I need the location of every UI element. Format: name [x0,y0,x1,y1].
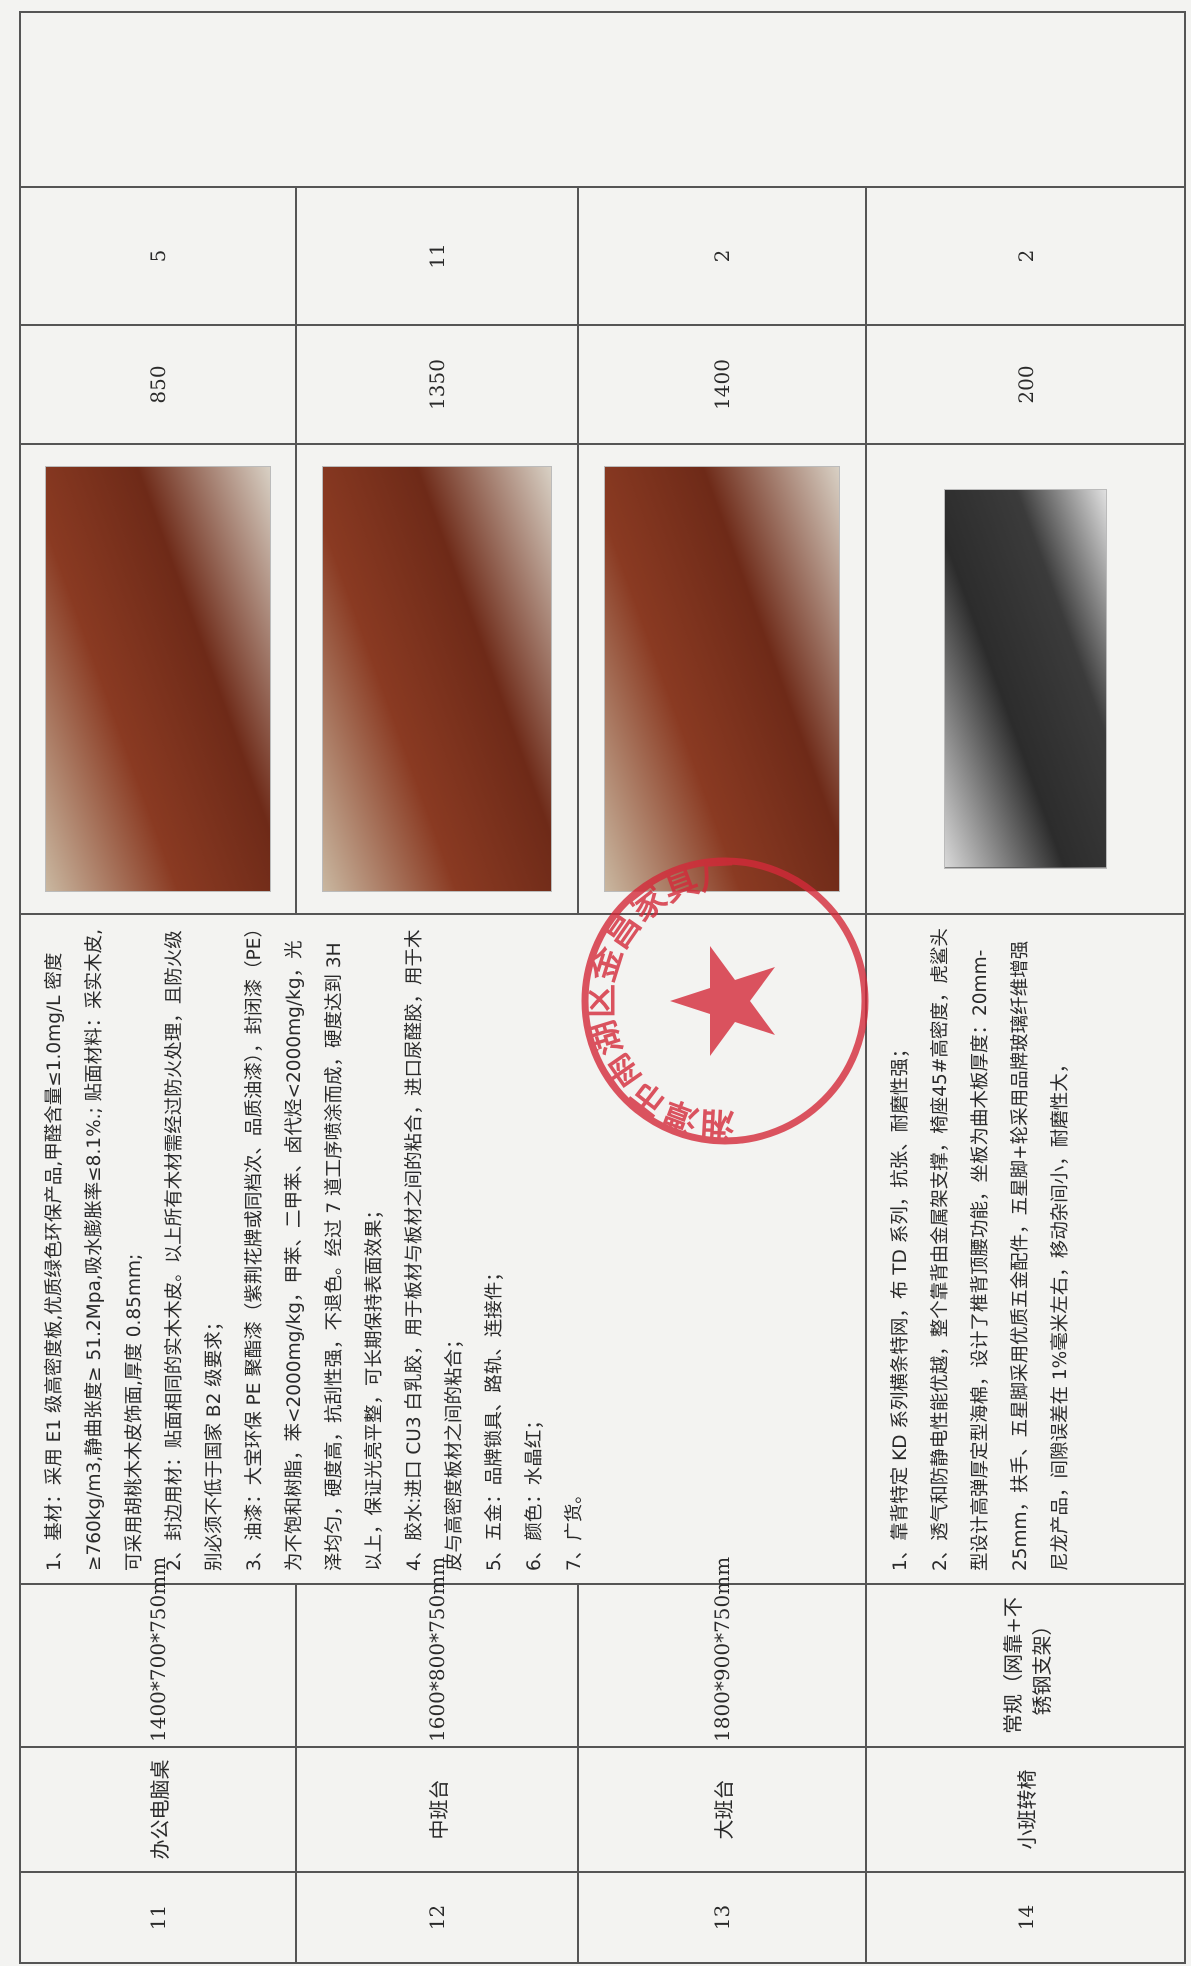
item-photo-cell [578,444,866,914]
item-quantity: 2 [866,187,1185,325]
item-photo [321,466,553,892]
item-price: 1350 [296,325,578,444]
item-number: 14 [866,1872,1185,1963]
seal: 湘潭市雨湖区金昌家具厂 [581,857,869,1145]
remarks [20,12,1185,187]
description-line: 4、胶水:进口 CU3 白乳胶，用于板材与板材之间的粘合，进口尿醛胶，用于木皮与… [404,929,465,1572]
item-description: 1、靠背特定 KD 系列横条特网，布 TD 系列，抗张、耐磨性强； 2、透气和防静… [866,914,1185,1584]
item-spec: 1600*800*750mm [296,1557,578,1747]
item-photo [604,466,840,892]
item-price: 1400 [578,325,866,444]
description-line: 3、油漆：大宝环保 PE 聚酯漆（紫荆花牌或同档次、品质油漆），封闭漆（PE）为… [244,928,385,1571]
item-name: 中班台 [296,1747,578,1872]
item-quantity: 11 [296,187,578,325]
item-spec: 1800*900*750mm [578,1557,866,1747]
item-number: 13 [578,1872,866,1963]
item-number: 11 [20,1872,296,1963]
item-quantity: 2 [578,187,866,325]
description-line: 2、封边用材：贴面相同的实木木皮。以上所有木材需经过防火处理，且防火级别必须不低… [164,930,225,1571]
item-price: 200 [866,325,1185,444]
item-photo-cell [866,444,1185,914]
item-spec: 常规（网靠+不锈钢支架） [866,1584,1185,1747]
item-number: 12 [296,1872,578,1963]
description-line: 2、透气和防静电性能优越，整个靠背由金属架支撑，椅座45#高密度，虎鲨头型设计高… [930,928,1071,1571]
table-row: 11 办公电脑桌 1400*700*750mm 1、基材：采用 E1 级高密度板,优质… [20,12,1185,1963]
item-photo-cell [20,444,296,914]
table-row: 14 小班转椅 常规（网靠+不锈钢支架） 1、靠背特定 KD 系列横条特网，布 TD … [866,12,1185,1963]
description-line: 6、颜色：水晶红； [524,1411,545,1571]
description-line: 5、五金：品牌锁具、路轨、连接件； [484,1263,505,1571]
description-line: 1、基材：采用 E1 级高密度板,优质绿色环保产品,甲醛含量≤1.0mg/L 密… [44,928,145,1571]
item-price: 850 [20,325,296,444]
item-spec: 1400*700*750mm [20,1557,296,1747]
item-photo [944,489,1107,869]
description-line: 1、靠背特定 KD 系列横条特网，布 TD 系列，抗张、耐磨性强； [890,1039,911,1571]
item-name: 大班台 [578,1747,866,1872]
item-quantity: 5 [20,187,296,325]
item-name: 办公电脑桌 [20,1747,296,1872]
item-photo-cell [296,444,578,914]
item-name: 小班转椅 [866,1747,1185,1872]
item-photo [45,466,271,892]
